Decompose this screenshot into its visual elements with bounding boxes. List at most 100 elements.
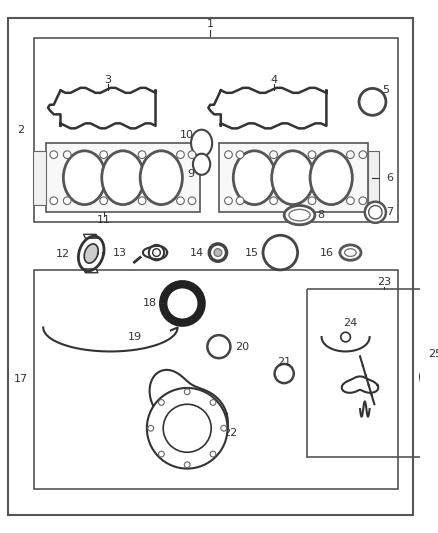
Ellipse shape (177, 151, 184, 158)
Ellipse shape (100, 151, 107, 158)
Ellipse shape (177, 197, 184, 205)
Ellipse shape (207, 335, 230, 358)
Ellipse shape (236, 151, 244, 158)
Text: 22: 22 (223, 428, 237, 438)
Ellipse shape (275, 364, 294, 383)
Text: 4: 4 (270, 75, 277, 85)
Ellipse shape (163, 284, 201, 322)
Polygon shape (342, 376, 378, 393)
Ellipse shape (308, 151, 316, 158)
Text: 6: 6 (386, 173, 393, 183)
Bar (219, 143, 367, 212)
Polygon shape (43, 327, 177, 351)
Ellipse shape (341, 332, 350, 342)
Polygon shape (84, 244, 98, 263)
Text: 16: 16 (320, 248, 334, 257)
Ellipse shape (359, 88, 386, 115)
Bar (307, 289, 438, 457)
Text: 23: 23 (377, 277, 391, 287)
Ellipse shape (152, 249, 160, 256)
Text: 25: 25 (428, 349, 438, 359)
Ellipse shape (159, 451, 164, 457)
Text: 11: 11 (97, 215, 111, 225)
Text: 14: 14 (189, 248, 204, 257)
Ellipse shape (100, 197, 107, 205)
Text: 9: 9 (187, 169, 194, 179)
Ellipse shape (233, 151, 276, 205)
Ellipse shape (209, 244, 226, 261)
Text: 24: 24 (343, 318, 357, 328)
Ellipse shape (148, 425, 154, 431)
Ellipse shape (147, 388, 227, 469)
Ellipse shape (369, 206, 382, 219)
Ellipse shape (210, 451, 216, 457)
Ellipse shape (193, 154, 210, 175)
Ellipse shape (210, 400, 216, 405)
Text: 12: 12 (56, 248, 70, 259)
Bar (34, 37, 399, 222)
Text: 19: 19 (128, 332, 142, 342)
Polygon shape (84, 235, 98, 238)
Ellipse shape (272, 151, 314, 205)
Ellipse shape (263, 235, 297, 270)
Ellipse shape (191, 130, 212, 157)
Ellipse shape (270, 197, 277, 205)
Ellipse shape (284, 206, 315, 225)
Ellipse shape (188, 197, 196, 205)
Bar (34, 270, 399, 489)
Ellipse shape (64, 197, 71, 205)
Polygon shape (150, 370, 228, 458)
Polygon shape (420, 368, 438, 387)
Ellipse shape (346, 197, 354, 205)
Text: 2: 2 (18, 125, 25, 135)
Ellipse shape (359, 151, 367, 158)
Ellipse shape (270, 151, 277, 158)
Polygon shape (78, 236, 104, 271)
Ellipse shape (140, 151, 182, 205)
Ellipse shape (310, 151, 352, 205)
Text: 20: 20 (235, 342, 249, 352)
Text: 5: 5 (382, 85, 389, 95)
Ellipse shape (159, 400, 164, 405)
Ellipse shape (221, 425, 226, 431)
Ellipse shape (289, 209, 310, 221)
Ellipse shape (50, 151, 58, 158)
Ellipse shape (138, 151, 146, 158)
Ellipse shape (346, 151, 354, 158)
Ellipse shape (359, 197, 367, 205)
Text: 18: 18 (142, 298, 156, 309)
Ellipse shape (102, 151, 144, 205)
Text: 7: 7 (386, 207, 393, 217)
Ellipse shape (345, 249, 356, 256)
Ellipse shape (188, 151, 196, 158)
Ellipse shape (236, 197, 244, 205)
Ellipse shape (225, 151, 232, 158)
Text: 8: 8 (317, 210, 324, 220)
Ellipse shape (163, 404, 211, 453)
Ellipse shape (149, 245, 164, 260)
Ellipse shape (184, 389, 190, 394)
Polygon shape (208, 88, 326, 128)
Ellipse shape (214, 249, 222, 256)
Text: 10: 10 (180, 131, 194, 141)
Text: 13: 13 (113, 248, 127, 257)
Ellipse shape (340, 245, 361, 260)
Text: 17: 17 (14, 374, 28, 384)
Text: 1: 1 (207, 19, 214, 29)
Ellipse shape (64, 151, 71, 158)
Ellipse shape (64, 151, 106, 205)
Bar (367, 151, 379, 205)
Text: 15: 15 (245, 248, 259, 257)
Polygon shape (143, 246, 167, 259)
Text: 3: 3 (104, 75, 111, 85)
Bar (46, 143, 200, 212)
Polygon shape (84, 269, 98, 273)
Ellipse shape (184, 462, 190, 467)
Text: 21: 21 (277, 357, 291, 367)
Ellipse shape (50, 197, 58, 205)
Bar (33, 151, 46, 205)
Ellipse shape (225, 197, 232, 205)
Polygon shape (48, 88, 155, 128)
Ellipse shape (308, 197, 316, 205)
Ellipse shape (365, 201, 386, 223)
